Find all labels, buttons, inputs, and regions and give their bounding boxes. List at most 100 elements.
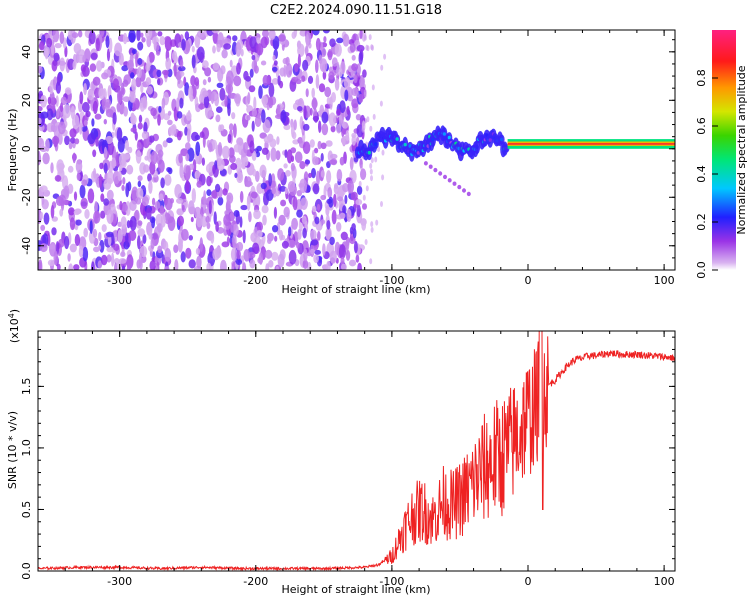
heatmap-noise-cell bbox=[369, 34, 372, 40]
heatmap-noise-cell bbox=[56, 159, 64, 173]
heatmap-noise-cell bbox=[354, 75, 358, 84]
heatmap-noise-cell bbox=[121, 216, 127, 229]
heatmap-noise-cell bbox=[208, 142, 213, 152]
heatmap-noise-cell bbox=[352, 55, 356, 61]
heatmap-noise-cell bbox=[60, 102, 63, 112]
heatmap-noise-cell bbox=[356, 255, 360, 263]
heatmap-noise-cell bbox=[169, 125, 176, 135]
x-tick-label: 100 bbox=[654, 575, 675, 588]
heatmap-noise-cell bbox=[173, 244, 178, 253]
heatmap-noise-cell bbox=[148, 180, 152, 194]
heatmap-noise-cell bbox=[157, 246, 162, 254]
heatmap-noise-cell bbox=[67, 253, 70, 262]
heatmap-noise-cell bbox=[325, 205, 329, 216]
heatmap-noise-cell bbox=[137, 142, 142, 150]
heatmap-noise-cell bbox=[137, 67, 142, 78]
heatmap-noise-cell bbox=[287, 149, 293, 163]
heatmap-noise-cell bbox=[186, 112, 192, 121]
heatmap-noise-cell bbox=[82, 55, 86, 63]
heatmap-noise-cell bbox=[330, 154, 338, 159]
heatmap-noise-cell bbox=[236, 250, 241, 260]
heatmap-noise-cell bbox=[139, 115, 142, 123]
heatmap-noise-cell bbox=[236, 242, 243, 252]
heatmap-noise-cell bbox=[230, 223, 234, 233]
heatmap-noise-cell bbox=[261, 183, 267, 190]
heatmap-noise-cell bbox=[371, 227, 374, 233]
heatmap-noise-cell bbox=[204, 67, 211, 76]
heatmap-noise-cell bbox=[138, 122, 143, 129]
heatmap-noise-cell bbox=[331, 92, 336, 103]
heatmap-noise-cell bbox=[240, 216, 243, 228]
heatmap-noise-cell bbox=[148, 231, 152, 240]
heatmap-noise-cell bbox=[202, 158, 205, 166]
heatmap-noise-cell bbox=[83, 228, 88, 238]
heatmap-noise-cell bbox=[295, 151, 303, 163]
heatmap-noise-cell bbox=[277, 168, 284, 181]
heatmap-noise-cell bbox=[118, 171, 122, 181]
heatmap-noise-cell bbox=[100, 25, 104, 36]
heatmap-noise-cell bbox=[269, 138, 276, 147]
heatmap-noise-cell bbox=[251, 192, 258, 199]
heatmap-noise-cell bbox=[383, 54, 386, 60]
heatmap-noise-cell bbox=[94, 201, 98, 212]
heatmap-noise-cell bbox=[81, 179, 87, 186]
heatmap-noise-cell bbox=[302, 216, 307, 224]
heatmap-noise-cell bbox=[233, 76, 241, 87]
heatmap-noise-cell bbox=[41, 112, 49, 119]
heatmap-noise-cell bbox=[316, 38, 321, 51]
heatmap-noise-cell bbox=[326, 220, 330, 230]
heatmap-noise-cell bbox=[363, 195, 366, 201]
heatmap-noise-cell bbox=[369, 163, 372, 169]
heatmap-noise-cell bbox=[228, 134, 232, 143]
heatmap-noise-cell bbox=[229, 123, 234, 131]
heatmap-noise-cell bbox=[330, 251, 337, 264]
heatmap-noise-cell bbox=[120, 252, 125, 258]
heatmap-noise-cell bbox=[55, 43, 62, 48]
heatmap-noise-cell bbox=[341, 232, 348, 241]
heatmap-noise-cell bbox=[313, 183, 320, 194]
heatmap-noise-cell bbox=[310, 139, 315, 148]
heatmap-noise-cell bbox=[229, 155, 236, 163]
heatmap-noise-cell bbox=[123, 96, 131, 102]
heatmap-noise-cell bbox=[326, 170, 331, 183]
heatmap-noise-cell bbox=[138, 175, 143, 181]
heatmap-noise-cell bbox=[77, 173, 81, 181]
heatmap-noise-cell bbox=[84, 120, 88, 126]
heatmap-noise-cell bbox=[359, 181, 362, 187]
heatmap-noise-cell bbox=[40, 225, 45, 231]
heatmap-noise-cell bbox=[320, 58, 328, 72]
heatmap-noise-cell bbox=[323, 36, 326, 42]
heatmap-noise-cell bbox=[227, 103, 231, 116]
heatmap-noise-cell bbox=[303, 105, 306, 119]
heatmap-noise-cell bbox=[270, 147, 276, 161]
heatmap-noise-cell bbox=[92, 150, 96, 158]
heatmap-noise-cell bbox=[196, 214, 203, 228]
colorbar-tick-label: 0.8 bbox=[695, 69, 708, 87]
heatmap-noise-cell bbox=[106, 35, 110, 48]
heatmap-noise-cell bbox=[259, 165, 266, 178]
heatmap-noise-cell bbox=[226, 193, 233, 204]
heatmap-noise-cell bbox=[310, 230, 317, 241]
heatmap-noise-cell bbox=[243, 230, 246, 243]
heatmap-noise-cell bbox=[230, 60, 233, 68]
heatmap-noise-cell bbox=[283, 65, 286, 78]
heatmap-noise-cell bbox=[220, 124, 224, 131]
heatmap-noise-cell bbox=[350, 43, 356, 53]
colorbar-tick-label: 0.6 bbox=[695, 117, 708, 135]
heatmap-noise-cell bbox=[280, 200, 286, 207]
y-tick-label: -40 bbox=[20, 237, 33, 255]
heatmap-noise-cell bbox=[130, 115, 136, 125]
heatmap-noise-cell bbox=[137, 42, 143, 51]
heatmap-noise-cell bbox=[113, 78, 119, 89]
heatmap-noise-cell bbox=[83, 247, 89, 262]
heatmap-noise-cell bbox=[326, 228, 331, 239]
heatmap-noise-cell bbox=[358, 66, 361, 72]
heatmap-noise-cell bbox=[170, 198, 174, 204]
heatmap-noise-cell bbox=[196, 181, 202, 188]
heatmap-noise-cell bbox=[380, 201, 383, 207]
heatmap-noise-cell bbox=[366, 185, 369, 191]
heatmap-noise-cell bbox=[223, 43, 231, 49]
heatmap-noise-cell bbox=[48, 97, 51, 105]
heatmap-noise-cell bbox=[73, 264, 79, 270]
heatmap-noise-cell bbox=[249, 259, 255, 268]
